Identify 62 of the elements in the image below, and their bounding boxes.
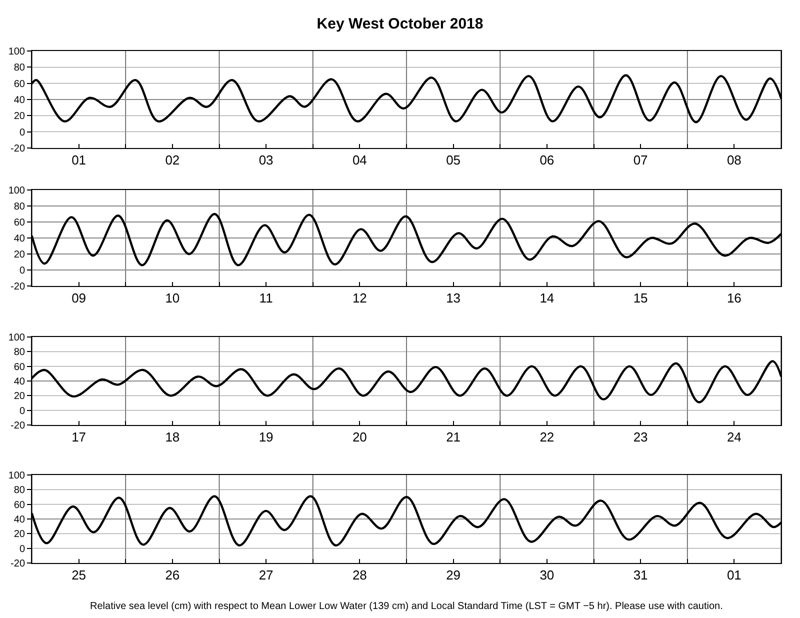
- y-tick-label: 20: [14, 111, 26, 122]
- x-tick-label: 12: [352, 290, 367, 306]
- y-tick-label: 20: [14, 529, 26, 540]
- y-tick-label: 0: [19, 544, 26, 555]
- y-tick-label: 0: [19, 127, 26, 138]
- y-tick-label: 40: [14, 234, 26, 244]
- y-tick-label: -20: [10, 282, 26, 292]
- x-tick-label: 16: [726, 290, 742, 306]
- x-tick-label: 21: [446, 430, 461, 445]
- x-tick-label: 06: [540, 152, 554, 168]
- x-tick-label: 23: [633, 430, 648, 445]
- chart-title: Key West October 2018: [316, 16, 484, 32]
- x-tick-label: 22: [540, 430, 554, 445]
- x-tick-label: 14: [540, 290, 554, 306]
- y-tick-label: 100: [8, 470, 26, 482]
- y-tick-label: 60: [14, 362, 26, 373]
- x-tick-label: 13: [446, 290, 461, 306]
- x-tick-label: 25: [72, 568, 86, 583]
- x-tick-label: 28: [352, 568, 367, 583]
- x-tick-label: 02: [165, 152, 180, 168]
- y-tick-label: 20: [14, 250, 26, 260]
- x-tick-label: 08: [726, 152, 742, 168]
- y-tick-label: 40: [14, 514, 26, 526]
- x-tick-label: 05: [446, 152, 461, 168]
- x-tick-label: 31: [633, 568, 648, 583]
- y-tick-label: 20: [14, 391, 26, 402]
- x-tick-label: 17: [72, 430, 86, 445]
- x-tick-label: 24: [726, 430, 742, 445]
- x-tick-label: 01: [726, 568, 742, 583]
- y-tick-label: 0: [19, 266, 26, 276]
- y-tick-label: 0: [19, 406, 26, 417]
- x-tick-label: 09: [72, 290, 86, 306]
- x-tick-label: 15: [633, 290, 648, 306]
- y-tick-label: -20: [10, 420, 26, 432]
- x-tick-label: 29: [446, 568, 461, 583]
- y-tick-label: 80: [14, 485, 26, 496]
- x-tick-label: 30: [540, 568, 554, 583]
- y-tick-label: -20: [10, 144, 26, 154]
- x-tick-label: 18: [165, 430, 180, 445]
- x-tick-label: 04: [352, 152, 367, 168]
- y-tick-label: -20: [10, 558, 26, 570]
- y-tick-label: 40: [14, 95, 26, 106]
- x-tick-label: 27: [258, 568, 274, 583]
- y-tick-label: 100: [8, 186, 26, 196]
- x-tick-label: 07: [633, 152, 648, 168]
- y-tick-label: 80: [14, 202, 26, 212]
- text: Relative sea level (cm) with respect to Mean Lower Low Water (139 cm) and Local Standard Time (LST = GMT −5 hr). Please use with caution.: [90, 601, 723, 612]
- y-tick-label: 60: [14, 218, 26, 228]
- x-tick-label: 03: [258, 152, 274, 168]
- y-tick-label: 80: [14, 347, 26, 358]
- x-tick-label: 10: [165, 290, 180, 306]
- x-tick-label: 11: [259, 290, 273, 306]
- y-tick-label: 100: [8, 332, 26, 344]
- y-tick-label: 60: [14, 500, 26, 511]
- y-tick-label: 100: [8, 46, 26, 58]
- x-tick-label: 19: [258, 430, 274, 445]
- y-tick-label: 80: [14, 62, 26, 74]
- x-tick-label: 01: [72, 152, 86, 168]
- y-tick-label: 40: [14, 376, 26, 388]
- x-tick-label: 26: [165, 568, 180, 583]
- y-tick-label: 60: [14, 78, 26, 90]
- x-tick-label: 20: [352, 430, 367, 445]
